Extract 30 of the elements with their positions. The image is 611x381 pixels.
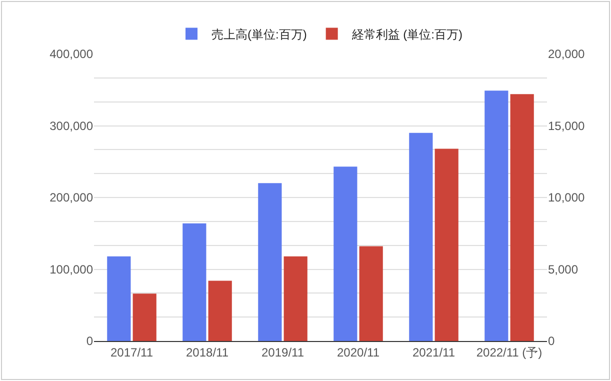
y-tick-label: 100,000 <box>50 262 94 276</box>
x-tick-label: 2019/11 <box>262 345 304 360</box>
y-tick-label: 400,000 <box>50 47 94 62</box>
x-tick-label: 2018/11 <box>186 345 229 360</box>
bar <box>107 256 131 341</box>
y-tick-label: 200,000 <box>50 190 94 205</box>
x-tick-label: 2020/11 <box>337 345 380 360</box>
x-tick-label: 2017/11 <box>110 345 154 360</box>
y2-tick-label: 20,000 <box>548 47 586 62</box>
y-tick-label: 0 <box>86 334 94 348</box>
bar <box>434 148 458 341</box>
bar <box>334 166 358 341</box>
bar <box>132 294 156 341</box>
bar <box>208 280 232 341</box>
bar <box>510 94 534 341</box>
x-tick-label: 2022/11 (予) <box>476 345 542 360</box>
legend-label: 売上高(単位:百万) <box>212 27 307 42</box>
y2-tick-label: 0 <box>548 334 555 348</box>
y2-tick-label: 10,000 <box>548 190 586 205</box>
bar <box>484 90 508 341</box>
legend-label: 経常利益 (単位:百万) <box>350 27 462 42</box>
bar <box>359 246 383 341</box>
bar <box>409 132 433 341</box>
bar <box>182 223 206 341</box>
bar <box>284 256 308 341</box>
y2-tick-label: 5,000 <box>548 262 578 276</box>
x-tick-label: 2021/11 <box>412 345 456 360</box>
bar <box>258 183 282 341</box>
y2-tick-label: 15,000 <box>548 118 586 133</box>
y-tick-label: 300,000 <box>50 118 94 133</box>
